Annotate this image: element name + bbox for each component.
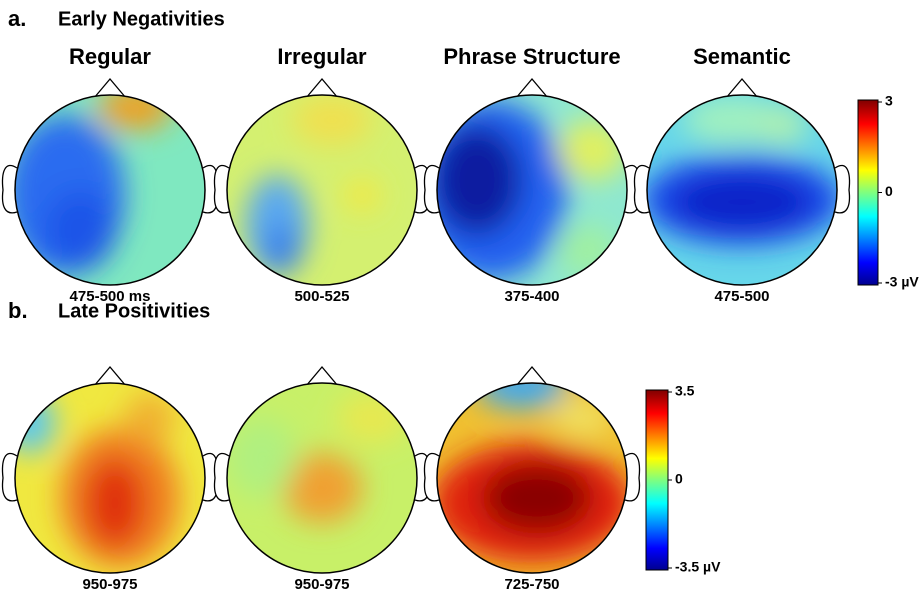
colorbar-label: 0 bbox=[675, 471, 683, 487]
panel-letter: a. bbox=[8, 6, 26, 31]
head-map bbox=[423, 365, 641, 574]
nose bbox=[515, 365, 549, 387]
nose bbox=[305, 365, 339, 387]
blob bbox=[557, 120, 627, 180]
head-outline bbox=[436, 382, 628, 574]
map-title: Regular bbox=[69, 44, 151, 69]
nose bbox=[515, 77, 549, 99]
head-outline bbox=[14, 382, 206, 574]
colorbar-label: 3 bbox=[885, 93, 893, 109]
ear bbox=[213, 452, 230, 502]
blobs bbox=[15, 95, 173, 275]
time-window: 725-750 bbox=[504, 576, 559, 592]
head-map bbox=[633, 77, 851, 286]
panel-title: Late Positivities bbox=[58, 300, 210, 322]
ear bbox=[213, 164, 230, 214]
time-window: 475-500 ms bbox=[70, 288, 151, 305]
ear bbox=[1, 452, 18, 502]
map-title: Semantic bbox=[693, 44, 791, 69]
topography bbox=[15, 383, 205, 573]
blobs bbox=[437, 383, 627, 563]
blob bbox=[437, 125, 522, 235]
blobs bbox=[245, 95, 380, 275]
panel-letter: b. bbox=[8, 298, 28, 323]
head-outline bbox=[14, 94, 206, 286]
ear bbox=[1, 164, 18, 214]
colorbar bbox=[857, 99, 879, 286]
blob bbox=[292, 95, 372, 145]
blob bbox=[757, 105, 807, 145]
ear bbox=[423, 164, 440, 214]
nose bbox=[93, 77, 127, 99]
head-map bbox=[1, 77, 219, 286]
head-map bbox=[213, 77, 431, 286]
head-outline bbox=[226, 94, 418, 286]
blob bbox=[45, 190, 115, 270]
nose bbox=[305, 77, 339, 99]
nose bbox=[725, 77, 759, 99]
head-outline bbox=[646, 94, 838, 286]
blob bbox=[15, 393, 55, 453]
head-map bbox=[1, 365, 219, 574]
blob bbox=[264, 225, 300, 275]
blobs bbox=[647, 95, 837, 245]
blob bbox=[125, 393, 175, 443]
ear bbox=[633, 164, 650, 214]
topography bbox=[15, 95, 205, 285]
blob bbox=[344, 179, 380, 211]
topography bbox=[437, 383, 627, 573]
topography bbox=[437, 95, 627, 285]
topography bbox=[227, 383, 417, 573]
head-outline bbox=[226, 382, 418, 574]
colorbar-label: 0 bbox=[885, 183, 893, 199]
ear bbox=[423, 452, 440, 502]
blob bbox=[85, 458, 145, 548]
colorbar-label: 3.5 bbox=[675, 383, 695, 399]
blob bbox=[282, 453, 362, 523]
time-window: 375-400 bbox=[504, 288, 559, 305]
map-title: Irregular bbox=[277, 44, 367, 69]
blobs bbox=[437, 100, 627, 280]
colorbar bbox=[645, 389, 669, 571]
blob bbox=[482, 463, 592, 533]
blob bbox=[682, 95, 782, 145]
blob bbox=[552, 398, 612, 438]
nose bbox=[93, 365, 127, 387]
head-map bbox=[213, 365, 431, 574]
time-window: 950-975 bbox=[82, 576, 137, 592]
blob bbox=[227, 418, 297, 498]
panel-title: Early Negativities bbox=[58, 8, 225, 30]
colorbar-label: -3 µV bbox=[885, 274, 919, 290]
head-map bbox=[423, 77, 641, 286]
time-window: 500-525 bbox=[294, 288, 349, 305]
blob bbox=[672, 174, 812, 230]
blobs bbox=[15, 393, 180, 568]
colorbar-label: -3.5 µV bbox=[675, 559, 721, 575]
time-window: 475-500 bbox=[714, 288, 769, 305]
ear bbox=[834, 164, 851, 214]
head-outline bbox=[436, 94, 628, 286]
topography bbox=[227, 95, 417, 285]
blob bbox=[477, 383, 567, 408]
map-title: Phrase Structure bbox=[443, 44, 620, 69]
time-window: 950-975 bbox=[294, 576, 349, 592]
ear bbox=[624, 452, 641, 502]
topography bbox=[647, 95, 837, 285]
